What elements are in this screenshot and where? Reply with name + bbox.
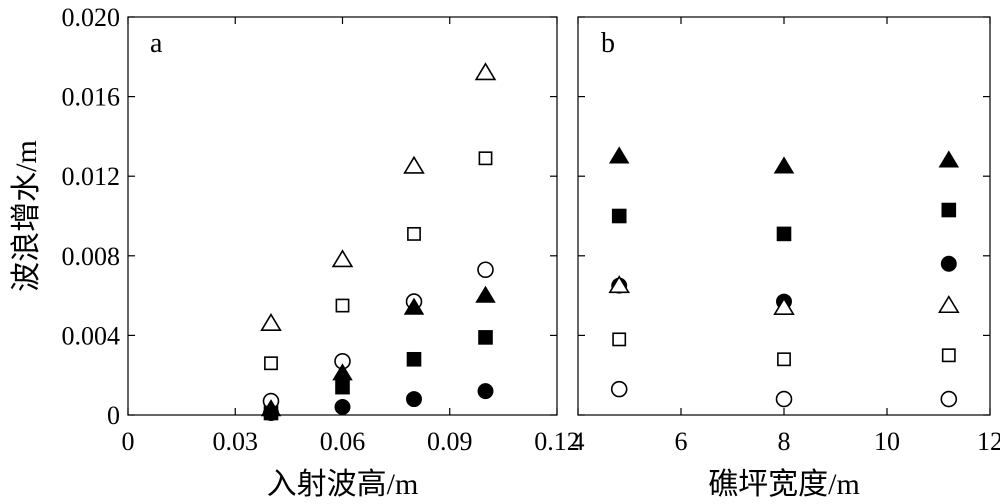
data-point-triangle-open xyxy=(474,62,497,81)
data-point-triangle-filled xyxy=(608,146,630,164)
data-point-square-filled xyxy=(335,379,350,395)
data-point-square-open xyxy=(407,226,421,241)
data-point-circle-filled xyxy=(334,399,351,416)
data-point-circle-open xyxy=(610,380,628,398)
x-tick-label: 4 xyxy=(572,427,585,456)
y-tick-label: 0 xyxy=(107,401,120,430)
x-tick-label: 0 xyxy=(122,427,135,456)
data-point-triangle-open xyxy=(938,295,960,314)
data-point-circle-open xyxy=(477,261,494,279)
data-point-triangle-filled xyxy=(403,297,425,315)
data-point-square-open xyxy=(777,352,791,367)
data-point-square-filled xyxy=(406,351,422,367)
data-point-circle-filled xyxy=(263,405,279,421)
data-point-square-open xyxy=(335,298,350,313)
panel-label-b: b xyxy=(601,28,615,59)
panel-b: 4 6 8 10 12 b 礁坪宽度/m xyxy=(572,16,1000,501)
x-tick-label: 10 xyxy=(874,427,900,456)
data-point-square-open xyxy=(941,348,956,363)
x-tick-label: 0.12 xyxy=(534,427,580,456)
x-tick-label: 8 xyxy=(778,427,791,456)
data-point-circle-open xyxy=(775,390,793,408)
x-axis-title-a: 入射波高/m xyxy=(267,468,419,501)
x-tick-label: 0.09 xyxy=(427,427,473,456)
data-point-square-filled xyxy=(941,202,957,218)
x-tick-label: 0.03 xyxy=(213,427,259,456)
data-point-square-open xyxy=(612,332,627,347)
panel-label-a: a xyxy=(150,28,163,59)
data-point-square-filled xyxy=(478,330,493,345)
y-tick-label: 0.020 xyxy=(62,3,121,32)
data-point-triangle-filled xyxy=(938,150,960,168)
data-point-circle-filled xyxy=(477,383,494,400)
y-tick-label: 0.016 xyxy=(62,83,121,112)
panel-a: 0 0.004 0.008 0.012 0.016 0.020 0 0.03 0.06 0.09 0… xyxy=(62,3,580,501)
data-point-triangle-open xyxy=(773,297,795,316)
y-tick-label: 0.008 xyxy=(62,242,121,271)
x-tick-label: 0.06 xyxy=(320,427,366,456)
data-point-square-filled xyxy=(611,208,627,224)
x-axis-title-b: 礁坪宽度/m xyxy=(708,468,860,501)
data-point-circle-filled xyxy=(940,255,957,272)
data-point-triangle-filled xyxy=(773,156,795,174)
data-point-triangle-open xyxy=(608,275,630,294)
y-tick-label: 0.004 xyxy=(62,321,121,350)
data-point-square-open xyxy=(264,356,278,371)
data-point-circle-open xyxy=(940,390,958,408)
data-point-square-filled xyxy=(776,226,792,242)
y-tick-label: 0.012 xyxy=(62,162,121,191)
x-tick-label: 6 xyxy=(675,427,688,456)
data-point-triangle-open xyxy=(260,312,282,331)
x-tick-label: 12 xyxy=(977,427,1000,456)
data-point-triangle-open xyxy=(403,155,425,174)
data-point-circle-filled xyxy=(406,391,422,408)
data-point-square-open xyxy=(478,151,493,166)
data-point-triangle-filled xyxy=(332,363,353,381)
y-axis-title: 波浪增水/m xyxy=(10,140,43,292)
data-point-triangle-filled xyxy=(475,285,496,303)
data-point-triangle-open xyxy=(331,249,354,268)
